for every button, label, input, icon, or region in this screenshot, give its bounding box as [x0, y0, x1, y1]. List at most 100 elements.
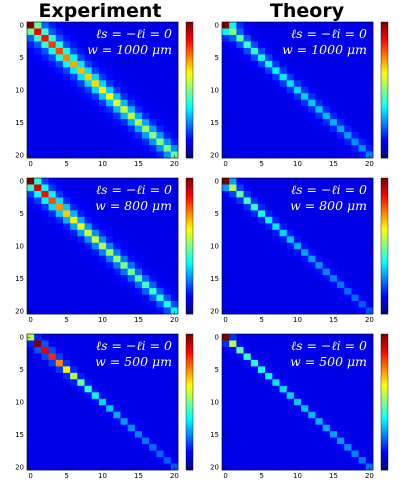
heatmap-cell — [257, 125, 266, 133]
heatmap-cell — [91, 392, 100, 400]
heatmap-cell — [257, 22, 266, 29]
heatmap-cell — [222, 145, 230, 152]
colorbar-step — [186, 348, 193, 352]
heatmap-cell — [308, 106, 316, 113]
heatmap-cell — [272, 249, 280, 257]
heatmap-cell — [98, 60, 107, 68]
colorbar-step — [186, 124, 193, 127]
heatmap-cell — [315, 359, 323, 367]
heatmap-cell — [272, 405, 280, 413]
heatmap-cell — [337, 223, 345, 231]
heatmap-cell — [120, 80, 128, 88]
heatmap-cell — [279, 268, 288, 276]
heatmap-cell — [98, 437, 107, 445]
heatmap-cell — [286, 73, 295, 81]
heatmap-cell — [272, 268, 280, 276]
heatmap-cell — [272, 366, 280, 374]
heatmap-cell — [127, 392, 136, 400]
heatmap-cell — [351, 132, 359, 139]
heatmap-cell — [106, 294, 114, 302]
heatmap-cell — [91, 41, 100, 49]
heatmap-cell — [113, 93, 121, 101]
heatmap-cell — [48, 301, 57, 308]
colorbar-step — [381, 87, 388, 91]
heatmap-cell — [315, 249, 323, 257]
heatmap-cell — [34, 119, 42, 126]
heatmap-cell — [149, 60, 157, 68]
heatmap-cell — [106, 41, 114, 49]
heatmap-cell — [243, 73, 252, 81]
heatmap-cell — [91, 99, 100, 107]
heatmap-cell — [236, 138, 244, 146]
heatmap-cell — [250, 301, 259, 308]
heatmap-cell — [243, 268, 252, 276]
heatmap-cell — [41, 463, 49, 471]
heatmap-cell — [77, 184, 85, 192]
heatmap-cell — [149, 301, 157, 308]
heatmap-cell — [98, 450, 107, 458]
heatmap-cell — [322, 203, 331, 211]
heatmap-cell — [236, 405, 244, 413]
heatmap-cell — [351, 379, 359, 387]
heatmap-cell — [301, 405, 309, 413]
heatmap-cell — [34, 431, 42, 438]
heatmap-cell — [163, 307, 172, 315]
heatmap-cell — [142, 80, 150, 88]
heatmap-cell — [163, 145, 172, 152]
colorbar-step — [381, 70, 388, 74]
heatmap-cell — [134, 93, 143, 101]
heatmap-cell — [315, 411, 323, 419]
heatmap-cell — [55, 359, 64, 367]
heatmap-cell — [337, 268, 345, 276]
heatmap-cell — [286, 223, 295, 231]
x-tick-label: 10 — [293, 472, 302, 480]
heatmap-cell — [308, 145, 316, 152]
heatmap-cell — [272, 307, 280, 315]
x-tick-label: 10 — [98, 316, 107, 324]
heatmap-cell — [91, 457, 100, 464]
colorbar-step — [381, 60, 388, 63]
colorbar-step — [381, 305, 388, 308]
heatmap-cell — [134, 431, 143, 438]
heatmap-cell — [243, 119, 252, 126]
heatmap-cell — [229, 424, 237, 432]
heatmap-cell — [163, 54, 172, 62]
heatmap-cell — [120, 463, 128, 471]
heatmap-cell — [27, 379, 35, 387]
heatmap-cell — [70, 54, 78, 62]
heatmap-cell — [84, 463, 93, 471]
heatmap-cell — [34, 125, 42, 133]
heatmap-cell — [308, 47, 316, 55]
heatmap-cell — [265, 294, 273, 302]
heatmap-cell — [98, 418, 107, 425]
heatmap-cell — [229, 275, 237, 282]
heatmap-cell — [365, 307, 374, 315]
colorbar-step — [186, 275, 193, 279]
heatmap-cell — [250, 210, 259, 218]
heatmap-cell — [229, 138, 237, 146]
heatmap-cell — [243, 366, 252, 374]
heatmap-cell — [34, 288, 42, 295]
colorbar-frame — [185, 333, 194, 471]
heatmap-cell — [351, 346, 359, 354]
heatmap-cell — [329, 372, 338, 380]
heatmap-cell — [337, 275, 345, 282]
heatmap-cell — [163, 60, 172, 68]
heatmap-cell — [98, 340, 107, 348]
heatmap-cell — [279, 145, 288, 152]
heatmap-cell — [170, 249, 179, 257]
heatmap-cell — [365, 431, 374, 438]
heatmap-cell — [98, 125, 107, 133]
heatmap-cell — [222, 346, 230, 354]
heatmap-cell — [315, 340, 323, 348]
colorbar-step — [186, 75, 193, 78]
heatmap-cell — [120, 405, 128, 413]
heatmap-cell — [365, 80, 374, 88]
y-tick-label: 0 — [215, 178, 219, 186]
colorbar-step — [186, 309, 193, 313]
heatmap-cell — [322, 366, 331, 374]
heatmap-cell — [351, 203, 359, 211]
heatmap-cell — [127, 398, 136, 406]
heatmap-cell — [365, 203, 374, 211]
heatmap-cell — [106, 242, 114, 250]
